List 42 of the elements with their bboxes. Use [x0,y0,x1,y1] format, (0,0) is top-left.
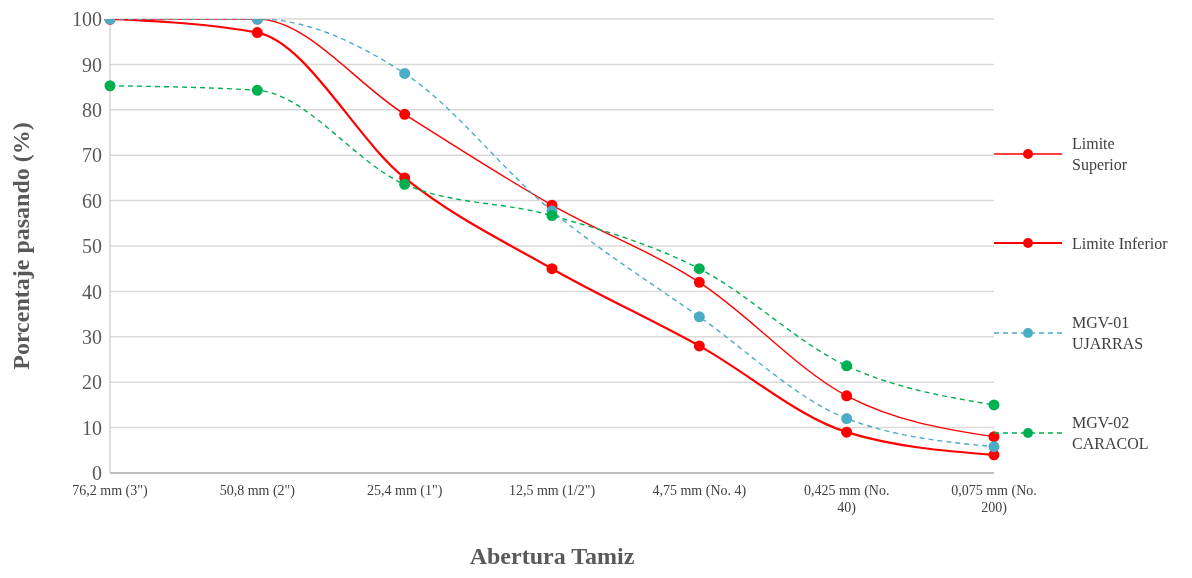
point [399,108,411,120]
legend-label: MGV-01 UJARRAS [1072,312,1145,354]
y-tick-label: 40 [82,280,102,303]
y-tick-label: 100 [72,8,102,31]
x-axis-title: Abertura Tamiz [469,543,635,569]
x-tick-label: 25,4 mm (1") [367,483,443,499]
point [693,263,705,275]
y-tick-label: 60 [82,189,102,212]
point [988,441,1000,453]
point [693,340,705,352]
legend-label: MGV-02 CARACOL [1072,412,1150,454]
y-tick-label: 20 [82,371,102,394]
point [546,263,558,275]
point [251,27,263,39]
point [546,210,558,222]
point [841,413,853,425]
y-tick-label: 50 [82,235,102,258]
legend-label: Limite Inferior [1072,233,1169,254]
y-tick-label: 0 [92,462,102,485]
x-tick-label: 4,75 mm (No. 4) [652,483,747,499]
point [399,67,411,79]
y-axis-title: Porcentaje pasando (%) [7,122,34,370]
point [841,360,853,372]
point [251,84,263,96]
y-tick-label: 10 [82,416,102,439]
y-tick-label: 90 [82,53,102,76]
legend-label: Limite Superior [1072,133,1129,175]
x-tick-label: 12,5 mm (1/2") [508,483,596,499]
x-tick-label: 50,8 mm (2") [219,483,296,499]
point [841,426,853,438]
point [988,399,1000,411]
point [399,178,411,190]
point [841,390,853,402]
point [104,80,116,92]
x-tick-label: 0,425 mm (No. 40) [803,483,890,516]
point [693,311,705,323]
y-tick-label: 30 [82,325,102,348]
x-tick-label: 0,075 mm (No. 200) [951,483,1037,516]
y-tick-label: 80 [82,98,102,121]
point [693,276,705,288]
x-tick-label: 76,2 mm (3") [72,483,148,499]
y-tick-label: 70 [82,144,102,167]
